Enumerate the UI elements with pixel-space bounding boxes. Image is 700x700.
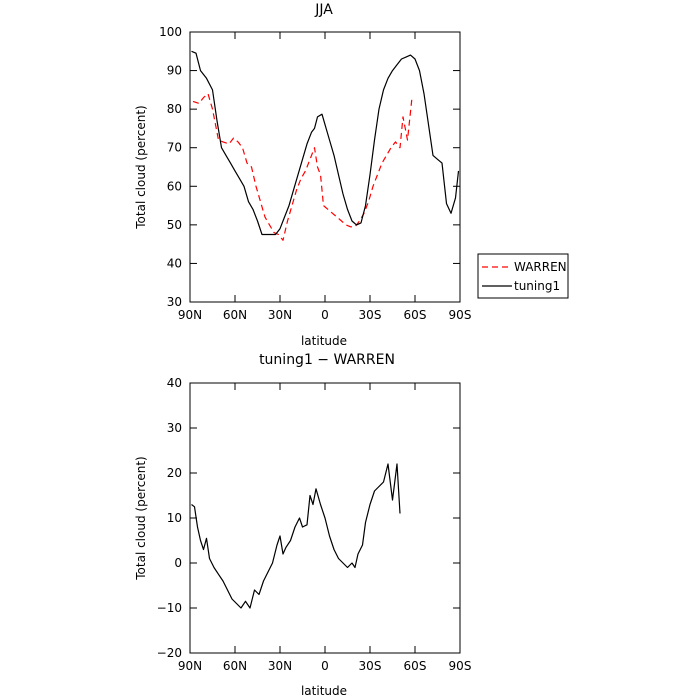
- y-tick-label: 50: [167, 218, 182, 232]
- y-tick-label: 30: [167, 295, 182, 309]
- x-tick-label: 30S: [359, 308, 382, 322]
- series-line-difference: [191, 463, 401, 609]
- x-tick-label: 90N: [178, 308, 202, 322]
- x-tick-label: 60N: [223, 659, 247, 673]
- x-tick-label: 0: [321, 308, 329, 322]
- x-tick-label: 90S: [449, 659, 472, 673]
- legend: WARREN tuning1: [477, 253, 569, 299]
- y-tick-label: 30: [167, 421, 182, 435]
- x-tick-label: 90N: [178, 659, 202, 673]
- y-axis-label: Total cloud (percent): [134, 456, 148, 580]
- y-tick-label: 70: [167, 141, 182, 155]
- y-tick-label: −20: [157, 646, 182, 660]
- y-tick-label: 60: [167, 179, 182, 193]
- x-axis-label: latitude: [301, 684, 347, 698]
- chart-title: JJA: [314, 2, 333, 18]
- x-tick-label: 90S: [449, 308, 472, 322]
- x-tick-label: 30N: [268, 659, 292, 673]
- y-tick-label: 100: [159, 25, 182, 39]
- x-tick-label: 60S: [404, 308, 427, 322]
- x-tick-label: 0: [321, 659, 329, 673]
- legend-box: [477, 253, 569, 299]
- panel-top-total-cloud: JJA 90N 60N 30N 0 30S 60S 90S 30 40 50 60 70 80 90 10…: [134, 2, 471, 348]
- y-tick-label: 40: [167, 256, 182, 270]
- x-tick-label: 30N: [268, 308, 292, 322]
- y-tick-label: 80: [167, 102, 182, 116]
- legend-label-warren: WARREN: [514, 260, 567, 274]
- y-axis-label: Total cloud (percent): [134, 105, 148, 229]
- panel-bottom-difference: tuning1 − WARREN 90N 60N 30N 0 30S 60S 90S −20…: [134, 352, 471, 698]
- x-axis-label: latitude: [301, 334, 347, 348]
- y-tick-label: 20: [167, 466, 182, 480]
- chart-title: tuning1 − WARREN: [259, 352, 395, 368]
- legend-label-tuning1: tuning1: [514, 279, 560, 293]
- y-tick-label: 10: [167, 511, 182, 525]
- x-tick-label: 60S: [404, 659, 427, 673]
- series-line-warren: [192, 93, 413, 241]
- y-tick-label: 0: [174, 556, 182, 570]
- x-tick-label: 30S: [359, 659, 382, 673]
- y-tick-label: −10: [157, 601, 182, 615]
- x-tick-label: 60N: [223, 308, 247, 322]
- y-tick-label: 90: [167, 64, 182, 78]
- y-tick-label: 40: [167, 376, 182, 390]
- series-line-tuning1: [191, 50, 460, 236]
